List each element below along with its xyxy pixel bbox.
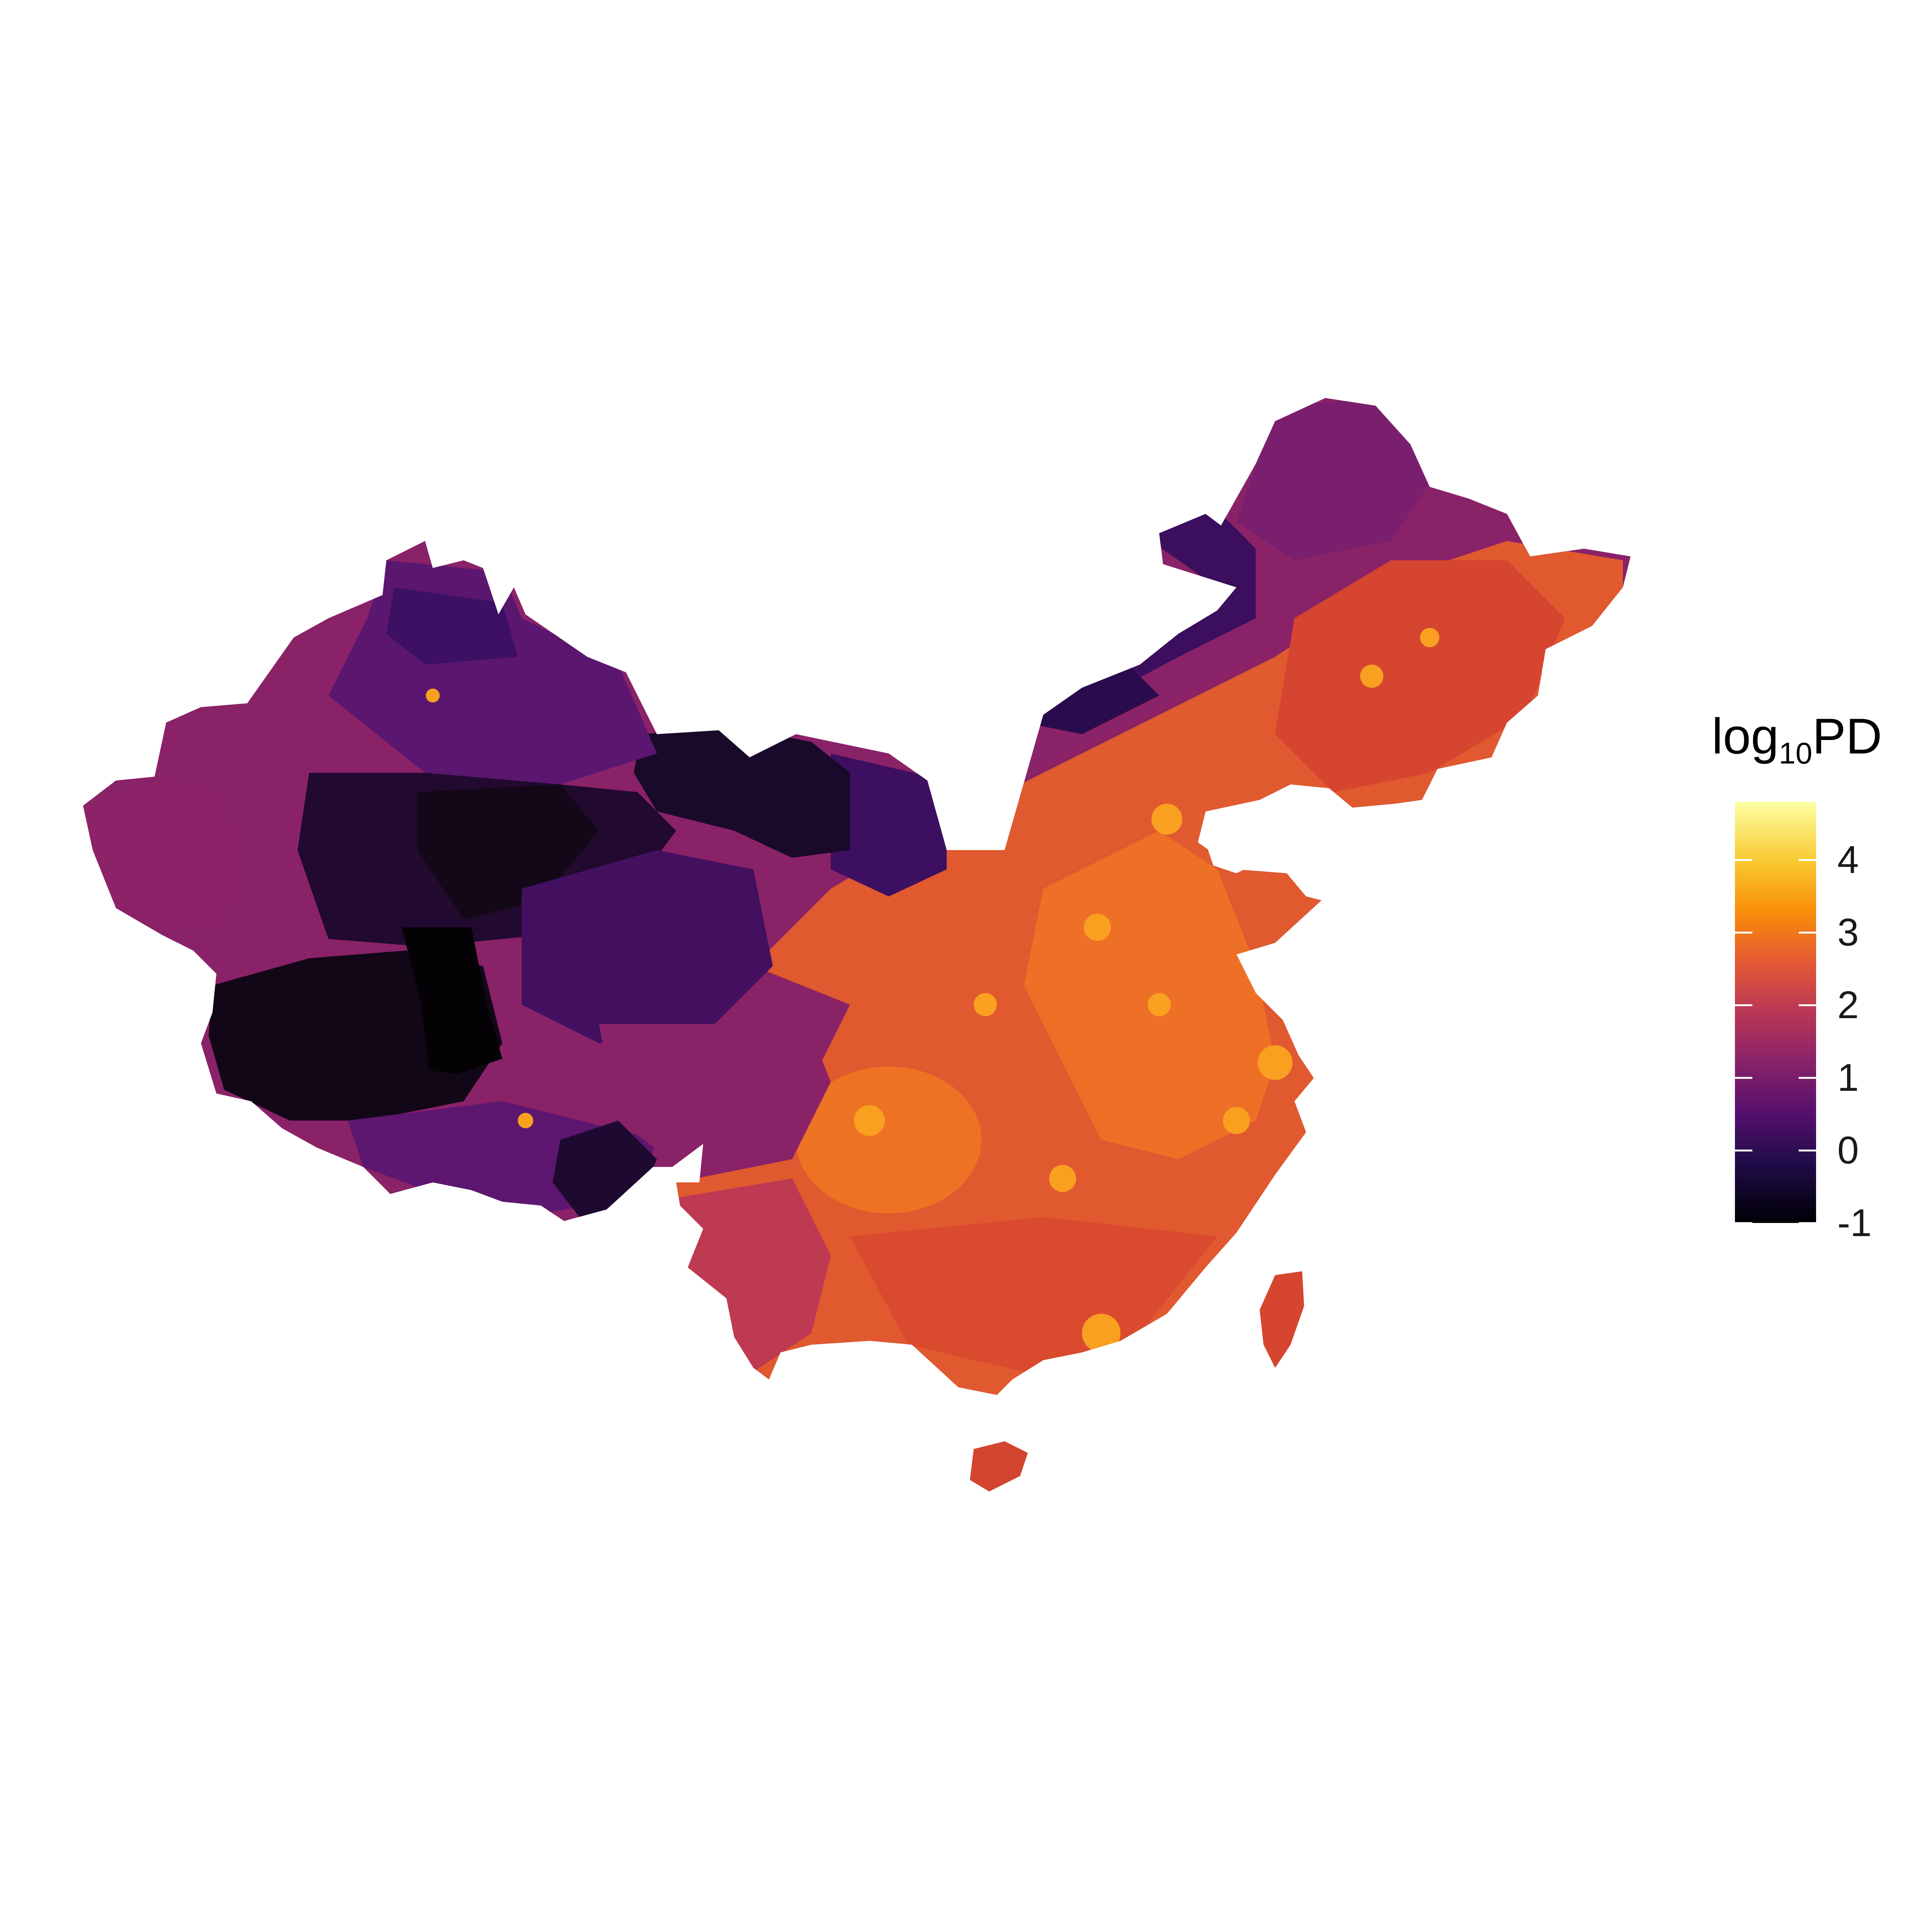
legend-title: log10PD — [1712, 711, 1882, 768]
legend-tick-left — [1735, 859, 1752, 861]
legend-tick-right — [1799, 1004, 1816, 1007]
region-sichuan-basin — [796, 1066, 981, 1213]
region-taklamakan — [417, 784, 599, 920]
legend-tick-left — [1735, 1004, 1752, 1007]
region-heilongjiang — [1236, 398, 1430, 560]
legend-tick-left — [1735, 1077, 1752, 1079]
legend-tick-right — [1799, 932, 1816, 934]
legend-title-main: log — [1712, 708, 1779, 764]
region-altai — [386, 587, 518, 665]
legend-colorbar — [1735, 802, 1816, 1223]
legend-tick-label: -1 — [1837, 1201, 1872, 1245]
region-taiwan — [1260, 1271, 1304, 1368]
legend-tick-left — [1735, 932, 1752, 934]
region-inner-mongolia-west — [831, 753, 947, 896]
legend-title-subscript: 10 — [1779, 736, 1813, 770]
legend-tick-right — [1799, 859, 1816, 861]
region-hainan — [970, 1441, 1028, 1492]
legend-tick-right — [1799, 1077, 1816, 1079]
legend-tick-label: 2 — [1837, 983, 1859, 1027]
region-south-china — [850, 1217, 1217, 1372]
region-tibet-east — [599, 985, 831, 1179]
region-kashgar — [83, 781, 240, 927]
urban-hotspots — [426, 628, 1439, 1352]
region-northeast-plain — [1275, 560, 1565, 792]
legend-tick-left — [1735, 1222, 1752, 1224]
legend-tick-label: 4 — [1837, 838, 1859, 882]
legend-tick-left — [1735, 1150, 1752, 1152]
legend-tick-right — [1799, 1150, 1816, 1152]
region-north-china-plain — [1024, 831, 1275, 1159]
region-qinghai — [522, 850, 773, 1043]
bohai-sea — [1206, 800, 1291, 873]
legend-tick-right — [1799, 1222, 1816, 1224]
legend-title-end: PD — [1812, 708, 1882, 764]
legend-tick-label: 1 — [1837, 1056, 1859, 1100]
region-gansu-dark — [634, 726, 850, 858]
legend-tick-label: 0 — [1837, 1129, 1859, 1172]
legend-tick-label: 3 — [1837, 911, 1859, 954]
region-tibet-core — [402, 927, 502, 1074]
